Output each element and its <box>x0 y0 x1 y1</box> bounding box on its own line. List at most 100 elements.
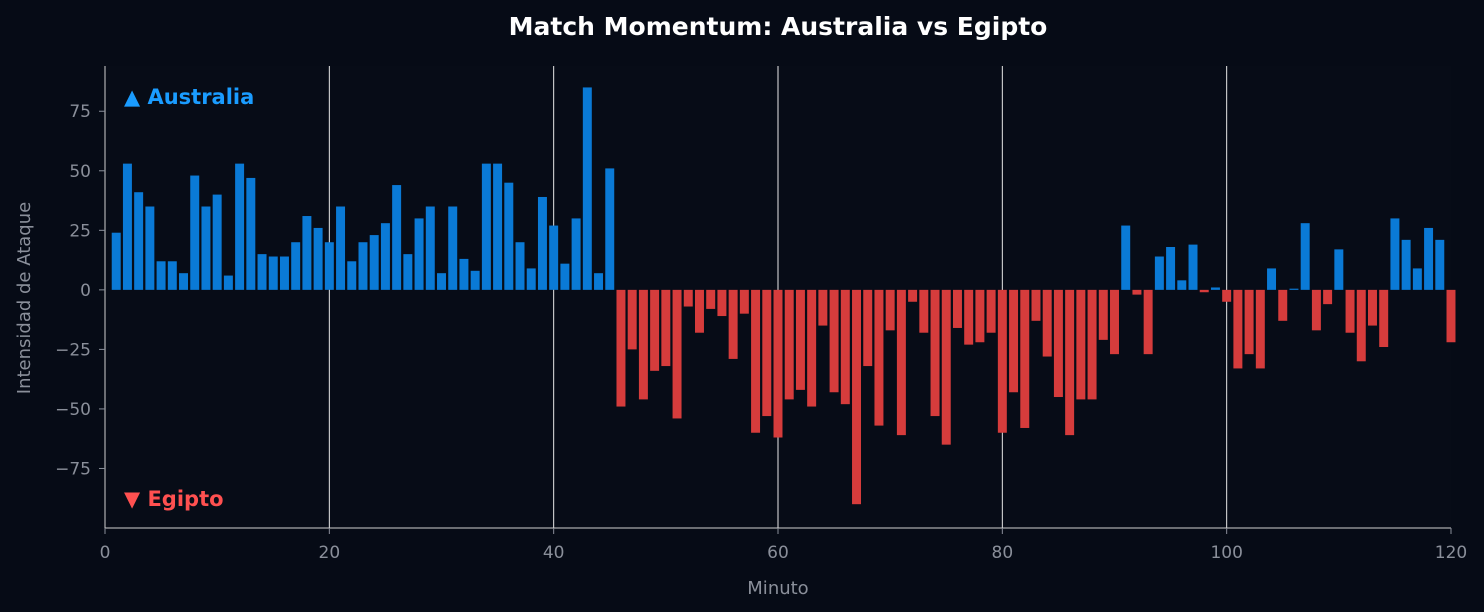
x-tick-label: 100 <box>1210 543 1242 563</box>
momentum-bar <box>739 289 749 314</box>
momentum-bar <box>694 289 704 333</box>
momentum-bar <box>268 256 278 290</box>
x-tick-label: 60 <box>767 543 789 563</box>
momentum-bar <box>852 289 862 505</box>
momentum-bar <box>481 163 491 290</box>
momentum-bar <box>616 289 626 407</box>
momentum-bar <box>1278 289 1288 321</box>
momentum-bar <box>874 289 884 426</box>
x-tick-labels: 0 20 40 60 80 100 120 <box>100 528 1467 563</box>
momentum-bar <box>437 273 446 290</box>
momentum-bar <box>279 256 289 290</box>
momentum-bar <box>908 289 918 302</box>
momentum-bar <box>111 232 121 290</box>
momentum-bar <box>784 289 794 400</box>
momentum-bar <box>380 223 390 290</box>
momentum-bar <box>762 289 772 417</box>
momentum-bar <box>156 261 166 290</box>
momentum-bar <box>448 206 458 290</box>
momentum-bar <box>246 177 256 290</box>
momentum-bar <box>549 225 559 290</box>
momentum-bar <box>526 268 536 290</box>
momentum-bar <box>369 235 379 290</box>
y-tick-label: 75 <box>69 102 91 122</box>
momentum-bar <box>997 289 1007 433</box>
momentum-bar <box>235 163 245 290</box>
momentum-bar <box>1065 289 1075 436</box>
momentum-bar <box>571 218 581 290</box>
x-axis-label: Minuto <box>747 578 808 599</box>
momentum-bar <box>930 289 940 417</box>
momentum-bar <box>1233 289 1243 369</box>
momentum-bar <box>1009 289 1019 393</box>
y-tick-label: −75 <box>55 459 91 479</box>
y-axis-label: Intensidad de Ataque <box>14 202 35 394</box>
momentum-bar <box>1446 289 1456 343</box>
momentum-bar <box>145 206 155 290</box>
y-tick-label: −25 <box>55 340 91 360</box>
momentum-bar <box>672 289 682 419</box>
momentum-bar <box>1412 268 1422 290</box>
momentum-bar <box>941 289 951 445</box>
momentum-bar <box>134 192 144 290</box>
australia-label: ▲ Australia <box>124 85 254 109</box>
momentum-bar <box>986 289 996 333</box>
momentum-bar <box>717 289 727 317</box>
momentum-bar <box>504 182 514 290</box>
momentum-bar <box>1053 289 1063 398</box>
momentum-bar <box>560 263 570 290</box>
momentum-bar <box>605 168 615 290</box>
momentum-bar <box>1154 256 1164 290</box>
momentum-bar <box>582 87 592 290</box>
momentum-bar <box>1367 289 1377 326</box>
momentum-bar <box>537 196 547 290</box>
momentum-bar <box>863 289 873 367</box>
momentum-bar <box>201 206 211 290</box>
y-tick-labels: −75 −50 −25 0 25 50 75 <box>55 102 105 479</box>
momentum-bar <box>336 206 346 290</box>
momentum-bar <box>829 289 839 393</box>
momentum-bar <box>1098 289 1108 340</box>
momentum-bar <box>1210 287 1220 290</box>
momentum-bar <box>594 273 604 290</box>
momentum-bar <box>885 289 895 331</box>
y-tick-label: 50 <box>69 162 91 182</box>
egipto-label: ▼ Egipto <box>124 487 224 511</box>
momentum-bar <box>1244 289 1254 355</box>
momentum-bar <box>1076 289 1086 400</box>
momentum-bar <box>751 289 761 433</box>
momentum-bar <box>1042 289 1052 357</box>
momentum-bar <box>1121 225 1131 290</box>
momentum-bar <box>1345 289 1355 333</box>
momentum-bar <box>1222 289 1232 302</box>
momentum-bar <box>302 216 312 290</box>
momentum-bar <box>650 289 660 371</box>
chart-title: Match Momentum: Australia vs Egipto <box>509 12 1048 41</box>
momentum-bar <box>1334 249 1344 290</box>
momentum-bar <box>964 289 974 345</box>
momentum-bar <box>795 289 805 390</box>
momentum-bar <box>212 194 222 290</box>
momentum-bar <box>515 242 525 290</box>
momentum-bar <box>122 163 132 290</box>
momentum-bar <box>257 254 267 290</box>
momentum-bar <box>403 254 413 290</box>
momentum-bar <box>347 261 357 290</box>
momentum-bar <box>1356 289 1366 362</box>
momentum-bar <box>840 289 850 405</box>
momentum-bar <box>952 289 962 328</box>
y-tick-label: −50 <box>55 400 91 420</box>
momentum-bar <box>223 275 233 290</box>
momentum-bar <box>167 261 177 290</box>
bars <box>111 87 1456 505</box>
momentum-bar <box>1424 227 1434 290</box>
momentum-bar <box>1132 289 1142 295</box>
momentum-bar <box>975 289 985 343</box>
momentum-bar <box>1311 289 1321 331</box>
x-tick-label: 120 <box>1435 543 1467 563</box>
momentum-bar <box>190 175 200 290</box>
momentum-bar <box>1435 239 1445 290</box>
momentum-bar <box>1289 288 1299 290</box>
momentum-bar <box>470 270 480 290</box>
momentum-bar <box>291 242 301 290</box>
